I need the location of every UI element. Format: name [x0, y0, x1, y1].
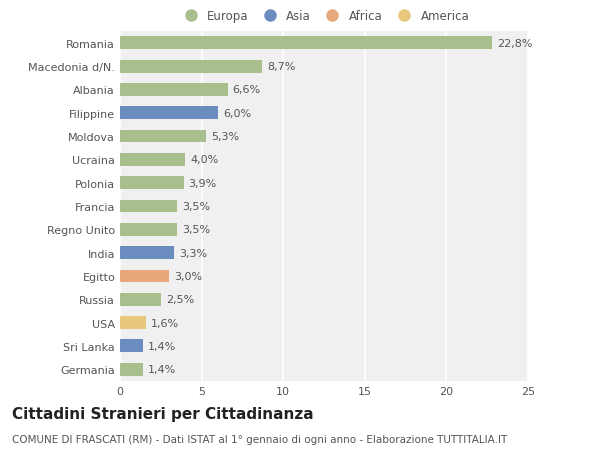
- Text: 1,6%: 1,6%: [151, 318, 179, 328]
- Legend: Europa, Asia, Africa, America: Europa, Asia, Africa, America: [179, 10, 469, 23]
- Bar: [120, 200, 177, 213]
- Text: 6,6%: 6,6%: [233, 85, 261, 95]
- Bar: [120, 224, 177, 236]
- Bar: [120, 107, 218, 120]
- Bar: [120, 37, 492, 50]
- Bar: [120, 61, 262, 73]
- Text: 4,0%: 4,0%: [190, 155, 218, 165]
- Text: 3,3%: 3,3%: [179, 248, 207, 258]
- Bar: [120, 177, 184, 190]
- Text: 5,3%: 5,3%: [211, 132, 239, 142]
- Bar: [120, 84, 228, 97]
- Bar: [120, 246, 174, 259]
- Bar: [120, 293, 161, 306]
- Text: 3,5%: 3,5%: [182, 202, 210, 212]
- Text: 8,7%: 8,7%: [267, 62, 295, 72]
- Bar: [120, 340, 143, 353]
- Text: 3,0%: 3,0%: [174, 271, 202, 281]
- Bar: [120, 130, 206, 143]
- Bar: [120, 154, 185, 167]
- Text: 2,5%: 2,5%: [166, 295, 194, 305]
- Text: COMUNE DI FRASCATI (RM) - Dati ISTAT al 1° gennaio di ogni anno - Elaborazione T: COMUNE DI FRASCATI (RM) - Dati ISTAT al …: [12, 434, 507, 444]
- Text: 1,4%: 1,4%: [148, 364, 176, 375]
- Text: 3,5%: 3,5%: [182, 225, 210, 235]
- Bar: [120, 270, 169, 283]
- Text: Cittadini Stranieri per Cittadinanza: Cittadini Stranieri per Cittadinanza: [12, 406, 314, 421]
- Bar: [120, 316, 146, 329]
- Text: 22,8%: 22,8%: [497, 39, 532, 49]
- Text: 1,4%: 1,4%: [148, 341, 176, 351]
- Bar: [120, 363, 143, 376]
- Text: 3,9%: 3,9%: [188, 178, 217, 188]
- Text: 6,0%: 6,0%: [223, 108, 251, 118]
